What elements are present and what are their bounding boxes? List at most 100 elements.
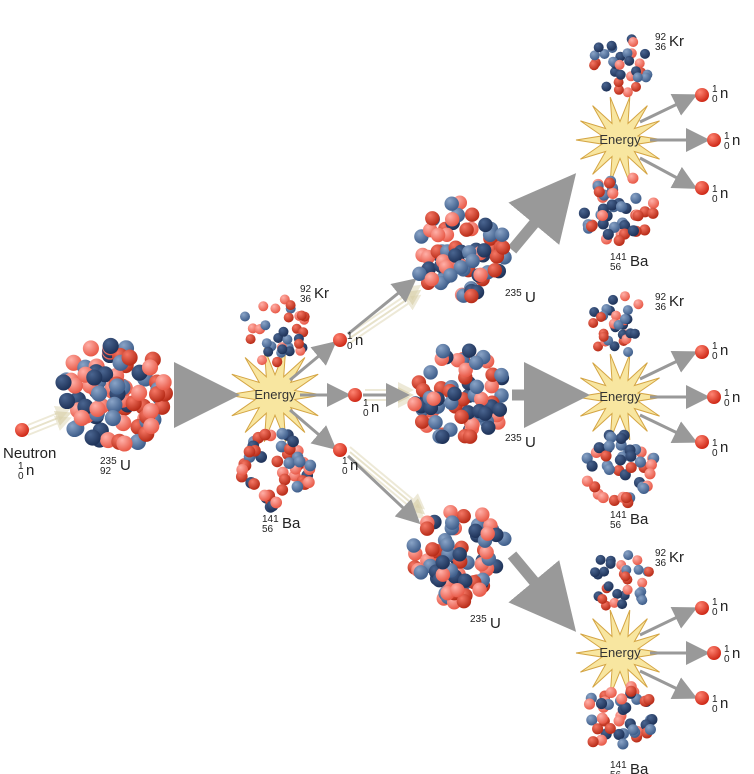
nuclide-label: 9236Kr (655, 292, 684, 313)
nucleus-Kr (589, 34, 652, 97)
nucleus-Ba (579, 173, 659, 246)
nucleus-U (55, 338, 173, 452)
svg-text:36: 36 (300, 294, 312, 305)
svg-text:0: 0 (712, 704, 718, 715)
svg-text:0: 0 (18, 471, 24, 482)
nuclide-label: 9236Kr (655, 548, 684, 569)
svg-text:0: 0 (724, 398, 730, 409)
free-neutron (348, 388, 362, 402)
svg-text:36: 36 (655, 302, 667, 313)
svg-text:0: 0 (712, 607, 718, 618)
svg-text:56: 56 (610, 262, 622, 273)
svg-text:n: n (350, 457, 358, 474)
nucleus-Ba (584, 681, 658, 749)
svg-text:0: 0 (342, 466, 348, 477)
nuclide-label: 235U (470, 614, 501, 632)
svg-text:Ba: Ba (630, 761, 649, 774)
svg-text:n: n (720, 85, 728, 102)
arrow (640, 610, 692, 635)
nuclide-label: 9236Kr (300, 284, 329, 305)
arrow (640, 415, 692, 440)
arrow (640, 97, 692, 122)
free-neutron (707, 133, 721, 147)
svg-text:Ba: Ba (282, 515, 301, 532)
svg-text:n: n (720, 598, 728, 615)
neutron-label: 10n (347, 331, 363, 352)
svg-text:n: n (732, 389, 740, 406)
ghost-arrow (350, 452, 422, 512)
arrow (640, 671, 692, 696)
free-neutron (695, 435, 709, 449)
svg-text:0: 0 (712, 194, 718, 205)
svg-text:Kr: Kr (314, 285, 329, 302)
svg-text:Ba: Ba (630, 253, 649, 270)
arrow (512, 555, 562, 615)
svg-text:U: U (525, 289, 536, 306)
fission-chain-diagram: EnergyEnergyEnergyEnergy 23592U9236Kr141… (0, 0, 754, 774)
nuclide-label: 235U (505, 433, 536, 451)
nucleus-U (412, 195, 512, 303)
svg-text:0: 0 (347, 341, 353, 352)
svg-text:0: 0 (724, 654, 730, 665)
nuclide-label: 14156Ba (610, 760, 649, 774)
neutron-label: 10n (724, 131, 740, 152)
free-neutron (707, 646, 721, 660)
svg-text:56: 56 (262, 524, 274, 535)
neutron-label: 10n (712, 438, 728, 459)
neutron-label: 10n (712, 84, 728, 105)
svg-text:U: U (120, 457, 131, 474)
ghost-arrow (350, 287, 418, 333)
nucleus-Ba (236, 428, 316, 513)
svg-text:Kr: Kr (669, 33, 684, 50)
svg-text:n: n (732, 645, 740, 662)
svg-text:56: 56 (610, 770, 622, 774)
neutron-label: 10n (712, 184, 728, 205)
free-neutron (15, 423, 29, 437)
nuclide-label: 23592U (100, 456, 131, 477)
neutron-label: 10n (712, 694, 728, 715)
free-neutron (707, 390, 721, 404)
svg-text:n: n (720, 439, 728, 456)
svg-text:0: 0 (363, 408, 369, 419)
neutron-label: 10n (342, 456, 358, 477)
arrow (640, 158, 692, 186)
svg-text:n: n (26, 462, 34, 479)
free-neutron (333, 333, 347, 347)
free-neutron (333, 443, 347, 457)
nuclide-label: 9236Kr (655, 32, 684, 53)
svg-text:Kr: Kr (669, 293, 684, 310)
svg-text:0: 0 (712, 448, 718, 459)
nuclide-label: 14156Ba (610, 510, 649, 531)
svg-text:n: n (720, 185, 728, 202)
svg-text:235: 235 (470, 614, 487, 625)
svg-text:n: n (732, 132, 740, 149)
svg-text:235: 235 (505, 288, 522, 299)
svg-text:56: 56 (610, 520, 622, 531)
svg-text:36: 36 (655, 558, 667, 569)
energy-label: Energy (599, 645, 641, 660)
svg-text:U: U (525, 434, 536, 451)
energy-label: Energy (599, 389, 641, 404)
ghost-arrow (350, 447, 422, 507)
arrow (512, 190, 562, 250)
neutron-label: 10n (712, 597, 728, 618)
nucleus-U (407, 505, 512, 610)
neutron-label: 10n (724, 388, 740, 409)
svg-text:U: U (490, 615, 501, 632)
svg-text:Ba: Ba (630, 511, 649, 528)
neutron-label: 10n (712, 341, 728, 362)
energy-label: Energy (254, 387, 296, 402)
free-neutron (695, 691, 709, 705)
svg-text:36: 36 (655, 42, 667, 53)
svg-text:Kr: Kr (669, 549, 684, 566)
nuclide-label: 14156Ba (610, 252, 649, 273)
svg-text:0: 0 (712, 351, 718, 362)
neutron-label: 10n (363, 398, 379, 419)
neutron-label: 10n (724, 644, 740, 665)
nuclide-label: 14156Ba (262, 514, 301, 535)
svg-text:n: n (355, 332, 363, 349)
free-neutron (695, 345, 709, 359)
free-neutron (695, 88, 709, 102)
nucleus-Kr (588, 291, 643, 357)
svg-text:0: 0 (724, 141, 730, 152)
